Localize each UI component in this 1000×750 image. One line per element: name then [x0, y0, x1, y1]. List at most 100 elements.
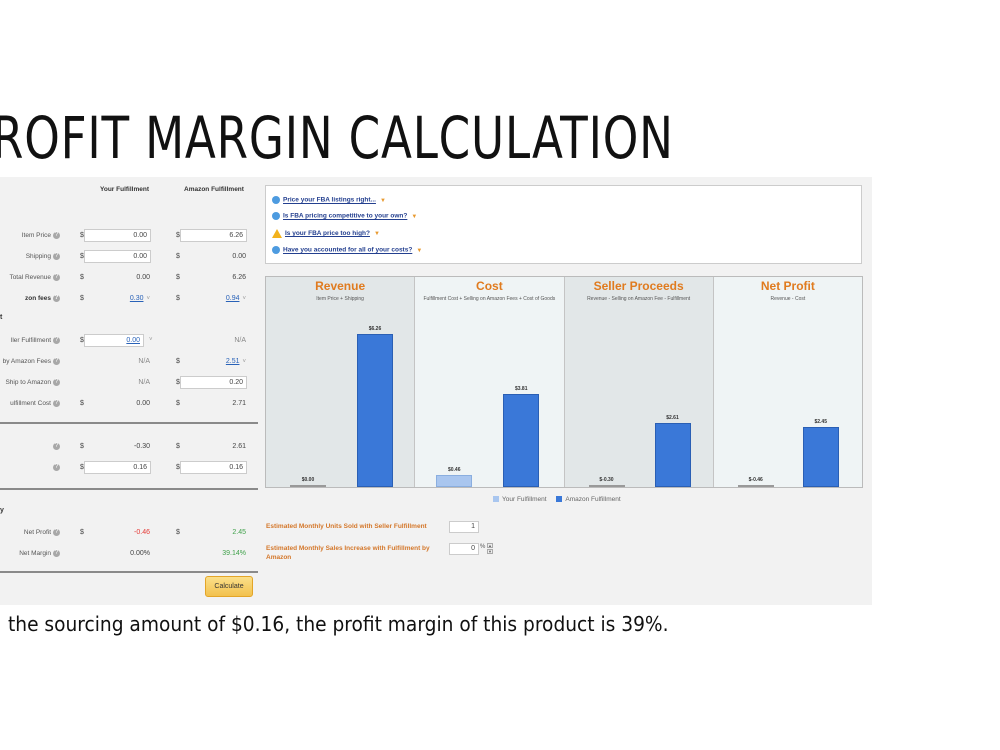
- bar-label: $3.81: [514, 386, 528, 392]
- info-bubble-icon: [272, 196, 280, 204]
- expand-arrow-icon[interactable]: ▼: [379, 197, 386, 204]
- currency-symbol: $: [80, 337, 84, 344]
- info-bubble-icon: [272, 212, 280, 220]
- shipping-your-input[interactable]: 0.00: [84, 250, 151, 263]
- fulfillment-cost-amazon-value: 2.71: [232, 400, 246, 407]
- divider: [0, 488, 258, 490]
- section-heading-profitability: y: [0, 507, 4, 514]
- expand-arrow-icon[interactable]: ▼: [373, 231, 380, 238]
- row-amazon-fees: zon fees? $ 0.30 ˅ $ 0.94 ˅: [0, 292, 258, 308]
- currency-symbol: $: [176, 232, 180, 239]
- seller-fulfillment-amazon-value: N/A: [234, 337, 246, 344]
- chevron-down-icon[interactable]: ˅: [242, 296, 246, 302]
- help-icon[interactable]: ?: [53, 464, 60, 471]
- item-price-your-input[interactable]: 0.00: [84, 229, 151, 242]
- bar-your-fulfillment: [436, 475, 473, 487]
- bar-your-fulfillment: [290, 485, 326, 487]
- help-icon[interactable]: ?: [53, 529, 60, 536]
- currency-symbol: $: [80, 253, 84, 260]
- tip-link[interactable]: Is FBA pricing competitive to your own?: [283, 212, 408, 220]
- legend-label-your: Your Fulfillment: [502, 496, 547, 503]
- help-icon[interactable]: ?: [53, 337, 60, 344]
- column-header-your-fulfillment: Your Fulfillment: [100, 186, 149, 193]
- amazon-fees-amazon-value[interactable]: 0.94 ˅: [206, 295, 246, 302]
- calculate-button[interactable]: Calculate: [205, 576, 253, 597]
- bar-label: $2.45: [814, 419, 827, 425]
- expand-arrow-icon[interactable]: ▼: [416, 247, 423, 254]
- tip-item[interactable]: Price your FBA listings right... ▼: [272, 196, 386, 204]
- currency-symbol: $: [80, 529, 84, 536]
- tip-item[interactable]: Is FBA pricing competitive to your own? ▼: [272, 212, 417, 220]
- item-price-amazon-input[interactable]: 6.26: [180, 229, 247, 242]
- chart-title: Seller Proceeds: [593, 279, 684, 293]
- seller-fulfillment-your-input[interactable]: 0.00: [84, 334, 144, 347]
- bar-label: $2.61: [666, 415, 679, 421]
- amazon-fees-your-link[interactable]: 0.30: [129, 295, 144, 302]
- help-icon[interactable]: ?: [53, 550, 60, 557]
- row-fulfillment-cost: ulfillment Cost? $ 0.00 $ 2.71: [0, 397, 258, 413]
- expand-arrow-icon[interactable]: ▼: [411, 213, 418, 220]
- tip-link[interactable]: Is your FBA price too high?: [285, 230, 370, 238]
- chart-panel-net-profit: Net Profit Revenue - Cost $-0.46 $2.45: [713, 277, 862, 487]
- spin-down-button[interactable]: ▼: [487, 549, 493, 554]
- bar-amazon-fulfillment: [503, 394, 540, 487]
- fba-fees-your-value: N/A: [138, 358, 150, 365]
- chart-subtitle: Revenue - Cost: [770, 296, 806, 302]
- amazon-fees-amazon-link[interactable]: 0.94: [225, 295, 240, 302]
- info-bubble-icon: [272, 246, 280, 254]
- help-icon[interactable]: ?: [53, 379, 60, 386]
- units-sold-input[interactable]: 1: [449, 521, 479, 533]
- help-icon[interactable]: ?: [53, 253, 60, 260]
- currency-symbol: $: [176, 379, 180, 386]
- fba-fees-label: by Amazon Fees?: [2, 358, 60, 366]
- cost-of-goods-amazon-input[interactable]: 0.16: [180, 461, 247, 474]
- cost-of-goods-your-input[interactable]: 0.16: [84, 461, 151, 474]
- chevron-down-icon[interactable]: ˅: [146, 296, 150, 302]
- chart-title: Revenue: [315, 279, 366, 293]
- ship-to-amazon-input[interactable]: 0.20: [180, 376, 247, 389]
- net-margin-your-value: 0.00%: [130, 550, 150, 557]
- help-icon[interactable]: ?: [53, 295, 60, 302]
- tip-link[interactable]: Have you accounted for all of your costs…: [283, 246, 413, 254]
- chevron-down-icon[interactable]: ˅: [149, 337, 153, 343]
- fba-fees-amazon-link[interactable]: 2.51: [225, 358, 240, 365]
- help-icon[interactable]: ?: [53, 358, 60, 365]
- ship-to-amazon-label: Ship to Amazon?: [5, 379, 60, 387]
- chart-subtitle: Fulfillment Cost + Selling on Amazon Fee…: [423, 296, 556, 302]
- net-profit-your-value: -0.46: [134, 529, 150, 536]
- tip-item[interactable]: Is your FBA price too high? ▼: [272, 229, 380, 238]
- currency-symbol: $: [80, 274, 84, 281]
- tip-link[interactable]: Price your FBA listings right...: [283, 196, 376, 204]
- divider: [0, 571, 258, 573]
- row-net-profit: Net Profit? $ -0.46 $ 2.45: [0, 526, 258, 542]
- divider: [0, 422, 258, 424]
- amazon-fees-your-value[interactable]: 0.30 ˅: [110, 295, 150, 302]
- row-net-margin: Net Margin? 0.00% 39.14%: [0, 547, 258, 563]
- units-sold-label: Estimated Monthly Units Sold with Seller…: [266, 523, 427, 530]
- seller-proceeds-your-value: -0.30: [134, 443, 150, 450]
- chart-panel-revenue: Revenue Item Price + Shipping $0.00 $6.2…: [266, 277, 416, 487]
- fba-fees-amazon-value[interactable]: 2.51 ˅: [206, 358, 246, 365]
- help-icon[interactable]: ?: [53, 274, 60, 281]
- chart-panel-cost: Cost Fulfillment Cost + Selling on Amazo…: [415, 277, 565, 487]
- item-price-label: Item Price?: [21, 232, 60, 240]
- help-icon[interactable]: ?: [53, 443, 60, 450]
- help-icon[interactable]: ?: [53, 400, 60, 407]
- tip-item[interactable]: Have you accounted for all of your costs…: [272, 246, 422, 254]
- row-ship-to-amazon: Ship to Amazon? N/A $ 0.20: [0, 376, 258, 392]
- bar-amazon-fulfillment: [654, 423, 691, 487]
- total-revenue-amazon-value: 6.26: [232, 274, 246, 281]
- row-item-price: Item Price? $ 0.00 $ 6.26: [0, 229, 258, 245]
- currency-symbol: $: [176, 358, 180, 365]
- bar-label: $-0.46: [748, 477, 763, 483]
- spin-up-button[interactable]: ▲: [487, 543, 493, 548]
- net-margin-amazon-value: 39.14%: [222, 550, 246, 557]
- currency-symbol: $: [176, 400, 180, 407]
- bar-your-fulfillment: [737, 485, 774, 487]
- sales-increase-input[interactable]: 0: [449, 543, 479, 555]
- total-revenue-your-value: 0.00: [136, 274, 150, 281]
- chevron-down-icon[interactable]: ˅: [242, 359, 246, 365]
- help-icon[interactable]: ?: [53, 232, 60, 239]
- row-total-revenue: Total Revenue? $ 0.00 $ 6.26: [0, 271, 258, 287]
- comparison-charts: Revenue Item Price + Shipping $0.00 $6.2…: [265, 276, 863, 488]
